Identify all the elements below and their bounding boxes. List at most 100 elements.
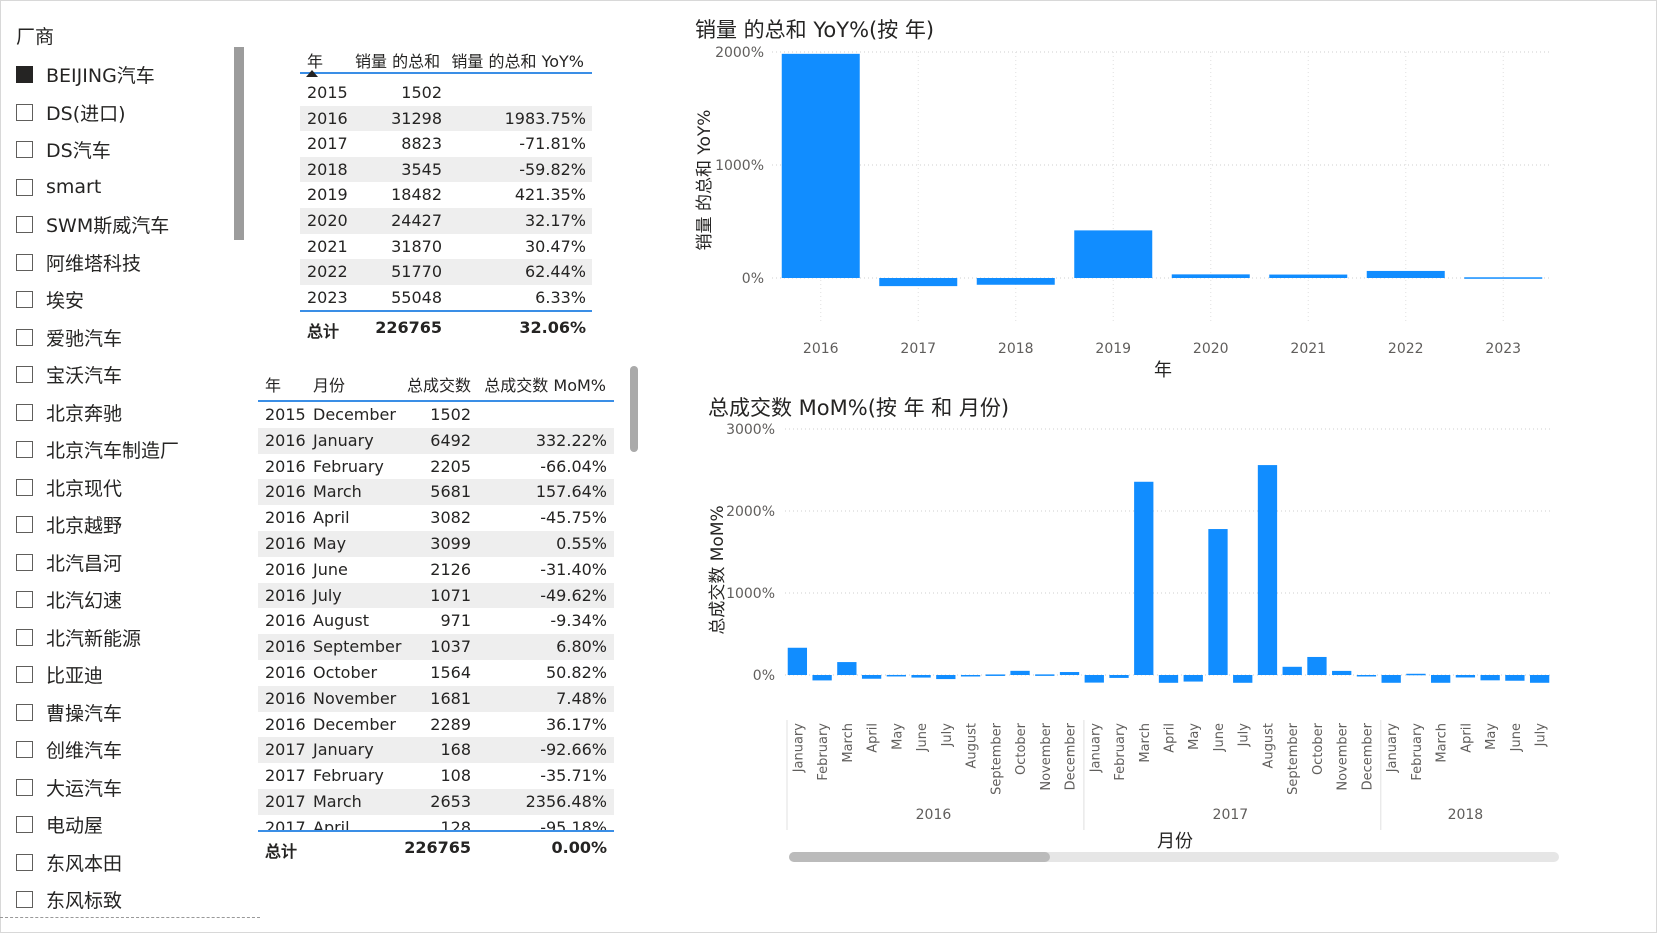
checkbox-icon[interactable] xyxy=(16,403,33,421)
checkbox-icon[interactable] xyxy=(16,741,33,759)
slicer-scrollbar[interactable] xyxy=(234,47,244,240)
bar[interactable] xyxy=(1035,674,1055,676)
chart-scroll-track[interactable] xyxy=(789,852,1559,862)
checkbox-icon[interactable] xyxy=(16,441,33,459)
chart-scroll-thumb[interactable] xyxy=(789,852,1050,862)
bar[interactable] xyxy=(1109,675,1129,678)
slicer-item[interactable]: 北京奔驰 xyxy=(16,394,179,432)
header-year[interactable]: 年 xyxy=(307,52,324,71)
bar[interactable] xyxy=(1431,675,1451,683)
checkbox-icon[interactable] xyxy=(16,816,33,834)
slicer-item[interactable]: 北汽新能源 xyxy=(16,619,179,657)
bar[interactable] xyxy=(1269,274,1348,278)
checkbox-checked-icon[interactable] xyxy=(16,66,33,84)
checkbox-icon[interactable] xyxy=(16,366,33,384)
checkbox-icon[interactable] xyxy=(16,253,33,271)
bar[interactable] xyxy=(985,674,1005,676)
bar[interactable] xyxy=(879,278,958,287)
header-sales-sum[interactable]: 销量 的总和 xyxy=(355,52,441,71)
slicer-item[interactable]: BEIJING汽车 xyxy=(16,56,179,94)
bar[interactable] xyxy=(1505,675,1525,681)
bar[interactable] xyxy=(1455,675,1476,678)
checkbox-icon[interactable] xyxy=(16,628,33,646)
checkbox-icon[interactable] xyxy=(16,591,33,609)
slicer-item[interactable]: 北京越野 xyxy=(16,506,179,544)
checkbox-icon[interactable] xyxy=(16,478,33,496)
slicer-item[interactable]: 曹操汽车 xyxy=(16,694,179,732)
checkbox-icon[interactable] xyxy=(16,103,33,121)
bar[interactable] xyxy=(960,675,981,677)
bar[interactable] xyxy=(1332,670,1352,675)
checkbox-icon[interactable] xyxy=(16,178,33,196)
checkbox-icon[interactable] xyxy=(16,141,33,159)
bar[interactable] xyxy=(936,675,956,680)
bar[interactable] xyxy=(1084,675,1104,683)
checkbox-icon[interactable] xyxy=(16,216,33,234)
bar[interactable] xyxy=(837,662,857,675)
slicer-item[interactable]: 爱驰汽车 xyxy=(16,319,179,357)
bar[interactable] xyxy=(1529,675,1550,683)
header-sales-yoy[interactable]: 销量 的总和 YoY% xyxy=(451,52,584,71)
table-scrollbar[interactable] xyxy=(630,366,638,452)
slicer-item[interactable]: 阿维塔科技 xyxy=(16,244,179,282)
bar[interactable] xyxy=(1464,277,1543,279)
slicer-item[interactable]: SWM斯威汽车 xyxy=(16,206,179,244)
header-year[interactable]: 年 xyxy=(265,376,282,395)
bar[interactable] xyxy=(911,675,931,678)
slicer-item[interactable]: 东风本田 xyxy=(16,844,179,882)
checkbox-icon[interactable] xyxy=(16,291,33,309)
bar[interactable] xyxy=(1183,675,1203,682)
checkbox-icon[interactable] xyxy=(16,703,33,721)
slicer-item[interactable]: DS汽车 xyxy=(16,131,179,169)
bar[interactable] xyxy=(1366,270,1445,278)
slicer-item[interactable]: 创维汽车 xyxy=(16,731,179,769)
checkbox-icon[interactable] xyxy=(16,553,33,571)
slicer-item[interactable]: 宝沃汽车 xyxy=(16,356,179,394)
bar[interactable] xyxy=(1233,675,1253,683)
bar[interactable] xyxy=(1356,675,1377,677)
checkbox-icon[interactable] xyxy=(16,778,33,796)
checkbox-icon[interactable] xyxy=(16,853,33,871)
bar[interactable] xyxy=(1074,230,1153,278)
bar[interactable] xyxy=(1257,465,1278,675)
header-month[interactable]: 月份 xyxy=(313,376,346,395)
bar[interactable] xyxy=(1059,672,1080,675)
slicer-item[interactable]: DS(进口) xyxy=(16,94,179,132)
checkbox-icon[interactable] xyxy=(16,666,33,684)
bar[interactable] xyxy=(812,675,832,681)
bar[interactable] xyxy=(781,53,860,279)
table-row: 2017 March 2653 2356.48% xyxy=(258,789,614,815)
bar[interactable] xyxy=(1171,274,1250,278)
bar[interactable] xyxy=(886,674,906,677)
bar[interactable] xyxy=(976,278,1055,285)
bar[interactable] xyxy=(1406,673,1426,676)
header-deal-count[interactable]: 总成交数 xyxy=(406,376,471,395)
bar[interactable] xyxy=(1307,656,1327,675)
table-cell: -49.62% xyxy=(540,585,607,605)
bar[interactable] xyxy=(1381,675,1401,683)
slicer-item[interactable]: 大运汽车 xyxy=(16,769,179,807)
slicer-item[interactable]: 电动屋 xyxy=(16,806,179,844)
checkbox-icon[interactable] xyxy=(16,328,33,346)
slicer-item[interactable]: 东风标致 xyxy=(16,881,179,919)
checkbox-icon[interactable] xyxy=(16,516,33,534)
bar[interactable] xyxy=(1134,481,1154,675)
bar[interactable] xyxy=(1010,670,1030,675)
bar[interactable] xyxy=(1282,666,1302,675)
x-tick-label: August xyxy=(1261,723,1276,769)
slicer-item[interactable]: 北京现代 xyxy=(16,469,179,507)
checkbox-icon[interactable] xyxy=(16,891,33,909)
bar[interactable] xyxy=(1158,675,1179,683)
slicer-item[interactable]: 埃安 xyxy=(16,281,179,319)
slicer-item[interactable]: 北汽幻速 xyxy=(16,581,179,619)
slicer-item[interactable]: smart xyxy=(16,169,179,207)
slicer-item[interactable]: 比亚迪 xyxy=(16,656,179,694)
slicer-item[interactable]: 北京汽车制造厂 xyxy=(16,431,179,469)
slicer-item[interactable]: 北汽昌河 xyxy=(16,544,179,582)
sort-ascending-icon[interactable] xyxy=(306,70,318,77)
bar[interactable] xyxy=(861,675,882,679)
bar[interactable] xyxy=(1480,675,1500,681)
header-deal-mom[interactable]: 总成交数 MoM% xyxy=(484,376,606,395)
bar[interactable] xyxy=(1208,529,1228,675)
bar[interactable] xyxy=(787,647,808,675)
